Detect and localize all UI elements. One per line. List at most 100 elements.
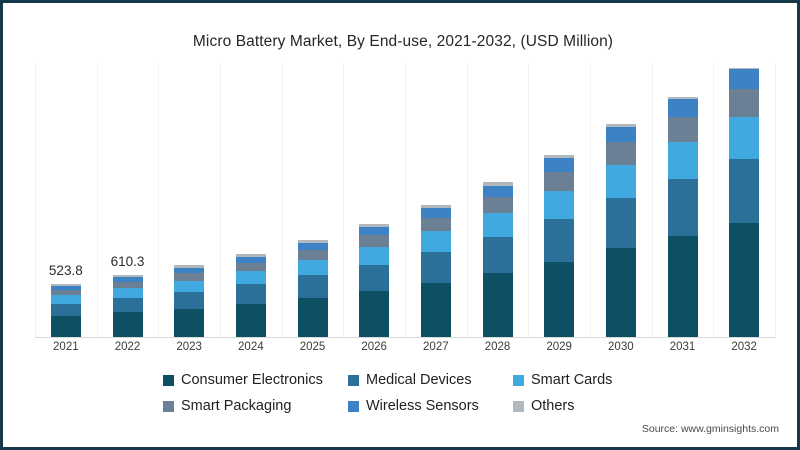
bar-segment[interactable] [482, 213, 513, 237]
x-tick-label: 2026 [361, 341, 387, 353]
bar-segment[interactable] [605, 164, 636, 198]
bar-segment[interactable] [605, 124, 636, 127]
bar-segment[interactable] [297, 243, 328, 251]
bar-segment[interactable] [50, 289, 81, 296]
bar-segment[interactable] [667, 99, 698, 117]
bar-segment[interactable] [359, 291, 390, 338]
stacked-bar[interactable] [605, 124, 636, 338]
bar-segment[interactable] [359, 227, 390, 236]
bar-segment[interactable] [235, 256, 266, 263]
bar-segment[interactable] [482, 182, 513, 186]
bar-segment[interactable] [359, 223, 390, 228]
chart-legend: Consumer Electronics Medical Devices Smart… [3, 367, 797, 419]
bar-segment[interactable] [112, 312, 143, 338]
bar-segment[interactable] [174, 280, 205, 292]
legend-swatch-icon [348, 374, 359, 386]
bar-segment[interactable] [174, 267, 205, 274]
bar-segment[interactable] [420, 217, 451, 232]
bar-segment[interactable] [359, 247, 390, 265]
gridline [651, 63, 653, 338]
bar-segment[interactable] [50, 295, 81, 304]
legend-item-others[interactable]: Others [513, 398, 643, 414]
stacked-bar[interactable] [544, 155, 575, 338]
bar-segment[interactable] [174, 308, 205, 338]
bar-segment[interactable] [235, 284, 266, 304]
bar-segment[interactable] [112, 297, 143, 313]
bar-segment[interactable] [729, 69, 760, 89]
bar-segment[interactable] [482, 273, 513, 338]
bar-segment[interactable] [482, 236, 513, 274]
stacked-bar[interactable] [420, 204, 451, 338]
bar-segment[interactable] [359, 235, 390, 248]
gridline [775, 63, 776, 338]
legend-item-smart-packaging[interactable]: Smart Packaging [163, 398, 348, 414]
bar-segment[interactable] [667, 179, 698, 237]
bar-segment[interactable] [359, 264, 390, 292]
bar-segment[interactable] [667, 116, 698, 143]
bar-segment[interactable] [174, 265, 205, 268]
bar-segment[interactable] [420, 251, 451, 283]
bar-segment[interactable] [420, 231, 451, 252]
bar-segment[interactable] [420, 204, 451, 208]
bar-segment[interactable] [605, 248, 636, 338]
bar-segment[interactable] [50, 316, 81, 338]
bar-segment[interactable] [544, 171, 575, 191]
stacked-bar[interactable] [482, 182, 513, 338]
bar-segment[interactable] [667, 97, 698, 100]
stacked-bar[interactable] [50, 283, 81, 338]
stacked-bar[interactable] [297, 240, 328, 338]
bar-segment[interactable] [605, 142, 636, 165]
bar-segment[interactable] [482, 185, 513, 197]
bar-segment[interactable] [729, 117, 760, 160]
bar-segment[interactable] [174, 273, 205, 281]
bar-segment[interactable] [729, 88, 760, 118]
bar-segment[interactable] [667, 236, 698, 338]
gridline [281, 63, 283, 338]
stacked-bar[interactable] [112, 274, 143, 338]
bar-segment[interactable] [235, 253, 266, 257]
bar-segment[interactable] [112, 281, 143, 289]
bar-segment[interactable] [297, 298, 328, 338]
bar-segment[interactable] [667, 142, 698, 180]
bar-segment[interactable] [605, 197, 636, 249]
bar-segment[interactable] [112, 288, 143, 298]
stacked-bar[interactable] [174, 265, 205, 338]
bar-segment[interactable] [235, 303, 266, 338]
stacked-bar[interactable] [729, 68, 760, 338]
bar-segment[interactable] [544, 218, 575, 262]
legend-item-medical-devices[interactable]: Medical Devices [348, 372, 513, 388]
x-tick-label: 2023 [176, 341, 202, 353]
stacked-bar[interactable] [359, 223, 390, 338]
bar-segment[interactable] [112, 274, 143, 278]
bar-segment[interactable] [297, 250, 328, 261]
legend-swatch-icon [513, 400, 524, 412]
bar-segment[interactable] [605, 126, 636, 143]
bar-segment[interactable] [235, 262, 266, 272]
legend-item-consumer-electronics[interactable]: Consumer Electronics [163, 372, 348, 388]
bar-segment[interactable] [50, 303, 81, 317]
bar-segment[interactable] [729, 223, 760, 338]
bar-segment[interactable] [50, 285, 81, 290]
bar-segment[interactable] [112, 277, 143, 282]
bar-segment[interactable] [297, 275, 328, 299]
stacked-bar[interactable] [235, 253, 266, 338]
bar-segment[interactable] [544, 190, 575, 219]
bar-segment[interactable] [174, 291, 205, 309]
legend-item-wireless-sensors[interactable]: Wireless Sensors [348, 398, 513, 414]
bar-segment[interactable] [729, 68, 760, 70]
bar-segment[interactable] [544, 155, 575, 159]
bar-segment[interactable] [420, 207, 451, 218]
bar-segment[interactable] [544, 158, 575, 172]
bar-segment[interactable] [297, 240, 328, 244]
bar-segment[interactable] [235, 271, 266, 285]
bar-segment[interactable] [297, 260, 328, 276]
bar-segment[interactable] [482, 196, 513, 214]
bar-segment[interactable] [729, 159, 760, 224]
bar-segment[interactable] [50, 283, 81, 286]
stacked-bar[interactable] [667, 97, 698, 338]
bar-segment[interactable] [420, 283, 451, 338]
bar-segment[interactable] [544, 261, 575, 338]
legend-item-smart-cards[interactable]: Smart Cards [513, 372, 643, 388]
x-axis-tick-labels: 2021 2022 2023 2024 2025 2026 2027 2028 2029 2030… [35, 341, 775, 359]
x-tick-label: 2024 [238, 341, 264, 353]
